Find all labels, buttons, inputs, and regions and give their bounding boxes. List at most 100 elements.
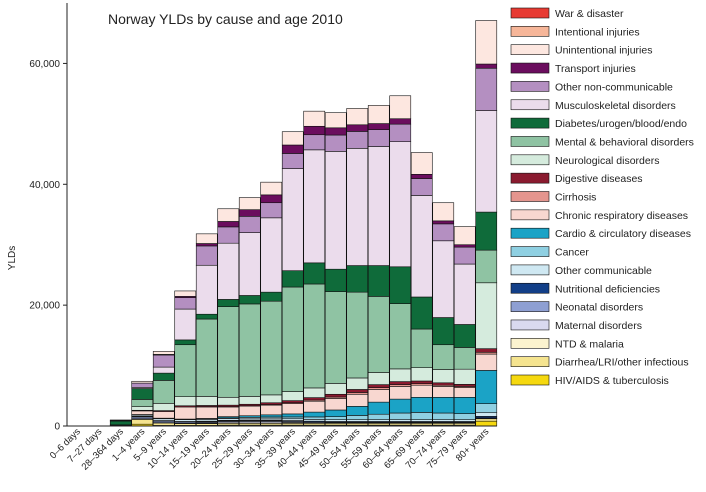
legend-label: Cirrhosis [555, 192, 596, 204]
legend-item-cardio-circulatory-diseases: Cardio & circulatory diseases [510, 227, 691, 240]
legend: War & disaster Intentional injuries Uninte… [510, 7, 694, 387]
bar-mental-behavioral-disorders-40-44-years [303, 283, 326, 389]
bar-mental-behavioral-disorders-70-74-years [432, 344, 455, 370]
legend-label: Diabetes/urogen/blood/endo [555, 118, 687, 130]
bar-diabetes-urogen-blood-endo-30-34-years [260, 291, 283, 302]
bar-other-non-communicable-75-79-years [453, 246, 476, 265]
bar-musculoskeletal-disorders-80-years [475, 110, 498, 213]
legend-swatch [510, 246, 550, 257]
bar-other-non-communicable-1-4-years [131, 382, 154, 388]
bar-cancer-70-74-years [432, 412, 455, 420]
legend-item-other-communicable: Other communicable [510, 264, 652, 277]
bar-other-non-communicable-45-49-years [324, 134, 347, 152]
bar-diabetes-urogen-blood-endo-1-4-years [131, 388, 154, 400]
legend-label: Cancer [555, 247, 589, 259]
bar-cardio-circulatory-diseases-50-54-years [346, 406, 369, 416]
y-tick-label: 60,000 [29, 59, 60, 70]
bar-transport-injuries-25-29-years [238, 209, 261, 217]
bar-diabetes-urogen-blood-endo-25-29-years [238, 295, 261, 305]
bar-diabetes-urogen-blood-endo-65-69-years [410, 296, 433, 330]
legend-label: Neurological disorders [555, 155, 659, 167]
bar-chronic-respiratory-diseases-45-49-years [324, 398, 347, 411]
bar-mental-behavioral-disorders-45-49-years [324, 291, 347, 384]
legend-item-musculoskeletal-disorders: Musculoskeletal disorders [510, 99, 676, 112]
bar-neurological-disorders-30-34-years [260, 394, 283, 404]
bar-other-non-communicable-5-9-years [152, 354, 175, 368]
bar-stack-65-69-years [410, 152, 433, 427]
legend-swatch [510, 264, 550, 276]
legend-item-transport-injuries: Transport injuries [510, 62, 636, 75]
legend-item-maternal-disorders: Maternal disorders [510, 319, 642, 332]
legend-item-other-non-communicable: Other non-communicable [510, 81, 673, 93]
bar-transport-injuries-75-79-years [453, 244, 476, 248]
bar-unintentional-injuries-10-14-years [174, 290, 197, 297]
bar-other-non-communicable-25-29-years [238, 216, 261, 233]
bar-chronic-respiratory-diseases-55-59-years [367, 389, 390, 403]
bar-transport-injuries-15-19-years [195, 243, 218, 247]
legend-item-cancer: Cancer [510, 246, 589, 259]
bar-stack-28-364-days [109, 419, 132, 427]
bar-musculoskeletal-disorders-50-54-years [346, 148, 369, 266]
legend-label: NTD & malaria [555, 338, 624, 350]
chart-title: Norway YLDs by cause and age 2010 [108, 11, 343, 27]
legend-label: HIV/AIDS & tuberculosis [555, 375, 669, 387]
bar-transport-injuries-55-59-years [367, 123, 390, 130]
legend-swatch [510, 172, 550, 184]
bar-digestive-diseases-80-years [475, 348, 498, 353]
bar-cardio-circulatory-diseases-35-39-years [281, 413, 304, 418]
bar-stack-80-years [475, 20, 498, 427]
bar-other-non-communicable-60-64-years [389, 123, 412, 142]
bar-digestive-diseases-60-64-years [389, 381, 412, 385]
bar-digestive-diseases-40-44-years [303, 397, 326, 401]
bar-other-non-communicable-70-74-years [432, 223, 455, 242]
bar-chronic-respiratory-diseases-40-44-years [303, 400, 326, 413]
bar-transport-injuries-20-24-years [217, 221, 240, 228]
bar-cardio-circulatory-diseases-65-69-years [410, 396, 433, 413]
legend-item-cirrhosis: Cirrhosis [510, 191, 596, 204]
bar-unintentional-injuries-65-69-years [410, 152, 433, 175]
legend-swatch [510, 282, 550, 294]
bar-chronic-respiratory-diseases-70-74-years [432, 386, 455, 398]
bar-stack-35-39-years [281, 131, 304, 427]
bar-transport-injuries-35-39-years [281, 144, 304, 154]
legend-swatch [510, 319, 550, 331]
legend-swatch [510, 99, 550, 111]
bar-diabetes-urogen-blood-endo-70-74-years [432, 317, 455, 346]
bar-cancer-60-64-years [389, 412, 412, 420]
bar-cardio-circulatory-diseases-30-34-years [260, 414, 283, 418]
bar-transport-injuries-40-44-years [303, 125, 326, 136]
bar-neurological-disorders-40-44-years [303, 387, 326, 398]
bar-cancer-80-years [475, 403, 498, 414]
legend-swatch [510, 356, 550, 367]
bar-unintentional-injuries-20-24-years [217, 208, 240, 222]
bar-stack-30-34-years [260, 181, 283, 427]
legend-swatch [510, 136, 550, 147]
bar-digestive-diseases-75-79-years [453, 383, 476, 387]
bar-stack-55-59-years [367, 105, 390, 427]
bar-chronic-respiratory-diseases-65-69-years [410, 384, 433, 398]
legend-item-nutritional-deficiencies: Nutritional deficiencies [510, 282, 660, 295]
legend-swatch [510, 301, 550, 312]
legend-swatch [510, 62, 550, 74]
y-axis-label: YLDs [7, 246, 18, 270]
bar-cancer-40-44-years [303, 416, 326, 420]
bar-stack-45-49-years [324, 112, 347, 427]
legend-item-war-disaster: War & disaster [510, 7, 624, 20]
bar-neurological-disorders-15-19-years [195, 396, 218, 406]
legend-item-digestive-diseases: Digestive diseases [510, 172, 643, 185]
bar-chronic-respiratory-diseases-50-54-years [346, 393, 369, 407]
bar-diabetes-urogen-blood-endo-45-49-years [324, 268, 347, 292]
legend-swatch [510, 374, 550, 386]
bar-stack-10-14-years [174, 290, 197, 427]
bar-other-non-communicable-40-44-years [303, 134, 326, 151]
bar-mental-behavioral-disorders-15-19-years [195, 318, 218, 397]
legend-item-hiv-aids-tuberculosis: HIV/AIDS & tuberculosis [510, 374, 669, 387]
legend-label: War & disaster [555, 8, 624, 20]
bar-chronic-respiratory-diseases-1-4-years [131, 410, 154, 415]
bar-neurological-disorders-35-39-years [281, 391, 304, 401]
bar-diabetes-urogen-blood-endo-50-54-years [346, 265, 369, 293]
bar-musculoskeletal-disorders-45-49-years [324, 151, 347, 270]
legend-label: Digestive diseases [555, 173, 643, 185]
legend-label: Intentional injuries [555, 26, 640, 38]
bar-unintentional-injuries-50-54-years [346, 108, 369, 126]
